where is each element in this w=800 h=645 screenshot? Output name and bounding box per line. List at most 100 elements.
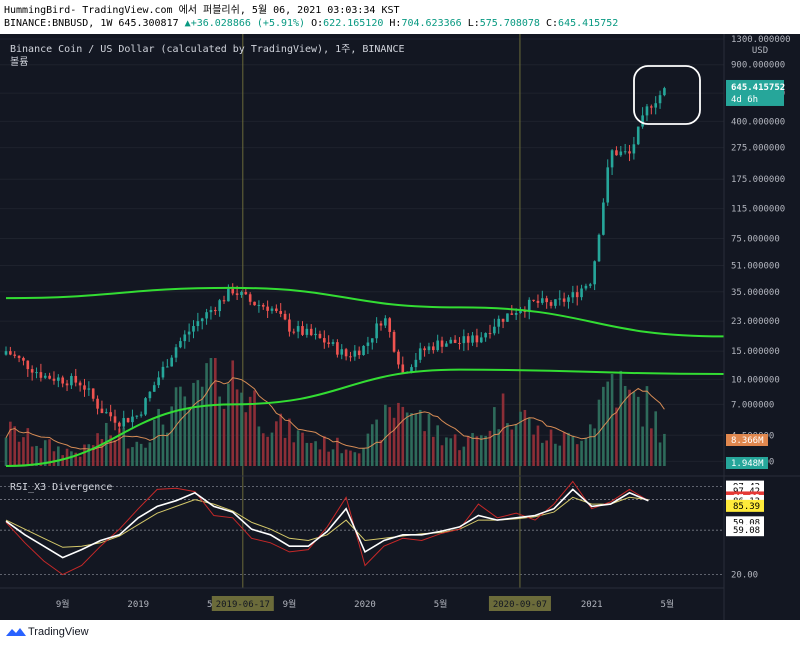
rsi-value-tag xyxy=(726,524,764,537)
candle-body xyxy=(588,284,592,286)
candle-body xyxy=(96,398,99,409)
price-tick: 7.000000 xyxy=(731,400,774,410)
candle-body xyxy=(615,150,618,156)
volume-ma-line xyxy=(5,377,665,451)
candle-body xyxy=(161,366,165,378)
candle-body xyxy=(366,342,370,346)
volume-bar xyxy=(218,396,221,466)
footer xyxy=(0,620,800,645)
volume-bar xyxy=(152,419,156,466)
candle-body xyxy=(275,308,278,312)
candle-body xyxy=(52,378,56,381)
volume-bar xyxy=(654,411,657,466)
candle-body xyxy=(322,338,326,343)
volume-bar xyxy=(610,374,614,466)
volume-bar xyxy=(423,431,426,466)
candle-body xyxy=(510,313,514,315)
countdown-label: 4d 6h xyxy=(731,95,758,105)
candle-body xyxy=(292,331,296,333)
candle-body xyxy=(288,319,291,332)
candle-body xyxy=(597,234,601,262)
candle-body xyxy=(9,351,12,355)
candle-body xyxy=(253,301,256,306)
candle-body xyxy=(314,333,317,336)
time-tick: 5월 xyxy=(434,598,448,610)
candle-body xyxy=(336,342,339,355)
volume-bar xyxy=(83,444,86,466)
chart-area[interactable]: 1300.000000900.000000600.000000400.00000… xyxy=(0,34,800,620)
candle-body xyxy=(301,326,304,335)
candle-body xyxy=(514,313,518,315)
volume-bar xyxy=(384,404,387,466)
volume-bar xyxy=(166,432,169,466)
volume-bar xyxy=(309,442,313,466)
candle-body xyxy=(458,342,461,344)
candle-body xyxy=(270,308,274,311)
price-tick: 15.000000 xyxy=(731,347,780,357)
candle-body xyxy=(462,336,466,344)
candle-body xyxy=(584,285,588,289)
candle-body xyxy=(26,360,30,370)
volume-bar xyxy=(266,436,269,466)
volume-bar xyxy=(261,433,265,466)
volume-bar xyxy=(205,363,208,466)
price-tick: 75.000000 xyxy=(731,235,780,245)
volume-bar xyxy=(436,425,439,466)
volume-bar xyxy=(322,436,326,466)
chart-svg[interactable]: 1300.000000900.000000600.000000400.00000… xyxy=(0,34,800,620)
volume-bar xyxy=(52,451,56,466)
candle-body xyxy=(65,383,69,386)
volume-bar xyxy=(244,412,248,466)
volume-bar xyxy=(545,440,548,466)
volume-bar xyxy=(519,411,522,466)
candle-body xyxy=(353,350,357,357)
candle-body xyxy=(423,348,426,351)
candle-body xyxy=(74,375,78,383)
candle-body xyxy=(392,331,396,352)
candle-body xyxy=(87,388,91,390)
volume-bar xyxy=(349,450,352,466)
candle-body xyxy=(4,351,8,355)
candle-body xyxy=(427,346,431,351)
volume-bar xyxy=(623,385,627,466)
volume-bar xyxy=(279,413,283,466)
candle-body xyxy=(257,304,261,306)
time-tick: 9월 xyxy=(283,598,297,610)
volume-bar xyxy=(440,445,444,466)
volume-bar xyxy=(231,360,235,466)
open-label: O: xyxy=(311,18,324,29)
volume-bar xyxy=(161,424,165,466)
volume-bar xyxy=(301,432,304,466)
volume-bar xyxy=(187,408,191,466)
volume-bar xyxy=(445,437,448,466)
volume-bar xyxy=(209,358,213,466)
close-value: 645.415752 xyxy=(558,18,619,29)
candle-body xyxy=(414,359,418,368)
candle-body xyxy=(170,357,174,367)
volume-bar xyxy=(449,438,453,466)
candle-body xyxy=(506,313,509,322)
candle-body xyxy=(654,103,657,108)
volume-bar xyxy=(131,447,134,466)
candle-body xyxy=(340,349,344,355)
volume-bar xyxy=(510,429,514,466)
rsi-value-tag xyxy=(726,499,764,512)
volume-bar xyxy=(4,437,8,466)
volume-bar xyxy=(432,436,435,466)
candle-body xyxy=(663,88,666,96)
volume-bar xyxy=(227,383,230,466)
volume-bar xyxy=(458,450,461,466)
candle-body xyxy=(70,375,73,386)
candle-body xyxy=(279,311,283,314)
candle-body xyxy=(43,375,47,378)
volume-bar xyxy=(615,407,618,466)
candle-body xyxy=(562,298,566,302)
candle-body xyxy=(309,328,313,336)
volume-bar xyxy=(270,432,274,466)
candle-body xyxy=(388,318,392,332)
volume-bar xyxy=(196,380,200,466)
volume-bar xyxy=(571,435,575,466)
tradingview-logo-icon xyxy=(6,628,26,636)
volume-bar xyxy=(135,441,139,466)
volume-bar xyxy=(532,434,535,466)
